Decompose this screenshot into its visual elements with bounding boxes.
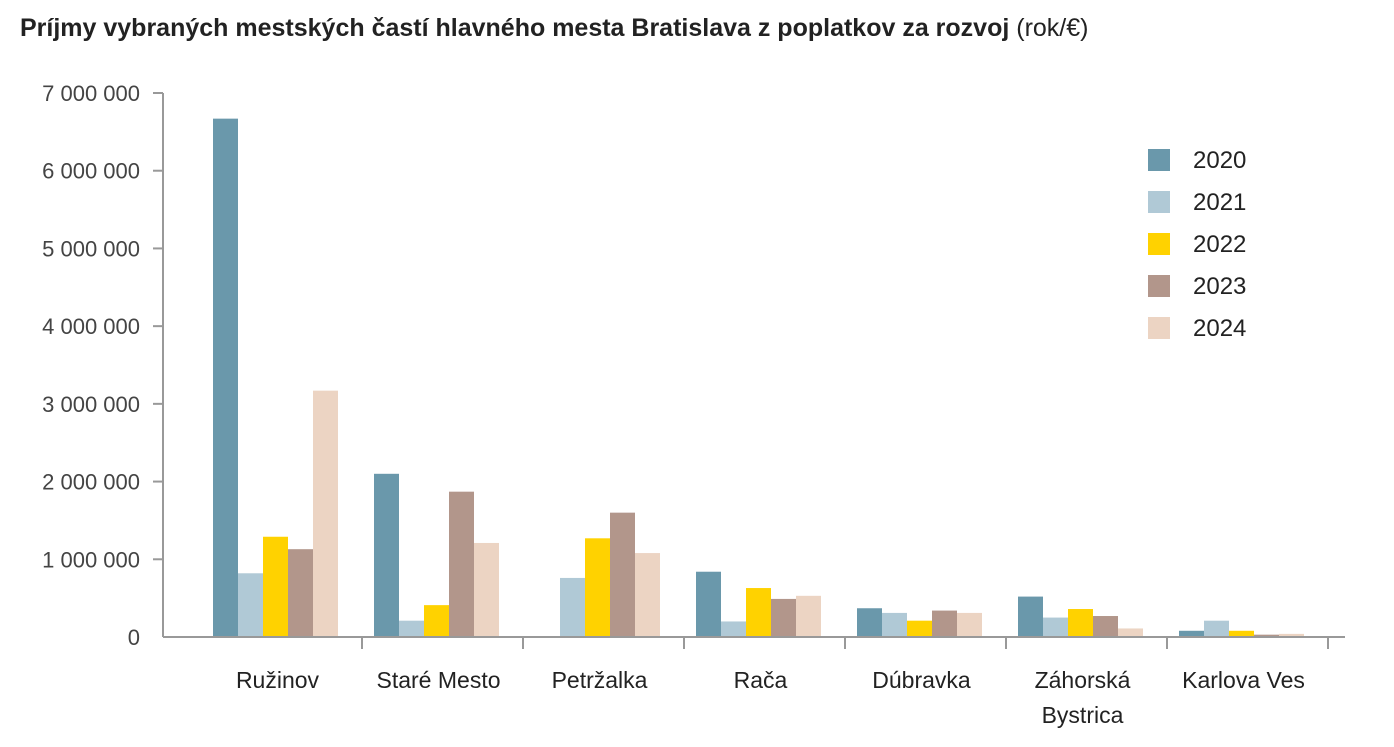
- bar-2023-2: [610, 512, 635, 636]
- bar-2021-2: [560, 577, 585, 636]
- bar-2023-1: [449, 491, 474, 636]
- bar-2024-0: [313, 390, 338, 636]
- y-tick-label: 1 000 000: [42, 547, 140, 572]
- x-category-label: Dúbravka: [872, 667, 971, 693]
- bar-2021-1: [399, 620, 424, 636]
- bar-2020-5: [1018, 596, 1043, 636]
- legend-label-2023: 2023: [1193, 273, 1246, 300]
- y-tick-label: 2 000 000: [42, 470, 140, 495]
- x-category-label: Karlova Ves: [1182, 667, 1305, 693]
- bar-2024-1: [474, 542, 499, 636]
- bar-2020-0: [213, 118, 238, 637]
- bar-2022-0: [263, 536, 288, 636]
- legend-label-2021: 2021: [1193, 189, 1246, 216]
- x-category-label: Petržalka: [552, 667, 648, 693]
- bar-2023-5: [1093, 616, 1118, 636]
- legend-swatch-2020: [1148, 149, 1170, 171]
- y-tick-label: 4 000 000: [42, 314, 140, 339]
- chart-title: Príjmy vybraných mestských častí hlavnéh…: [20, 14, 1088, 43]
- bar-2024-3: [796, 595, 821, 636]
- bar-2024-5: [1118, 628, 1143, 636]
- bar-2024-4: [957, 612, 982, 636]
- chart-title-unit: (rok/€): [1016, 14, 1089, 42]
- y-tick-label: 0: [128, 625, 140, 650]
- x-category-label: Záhorská: [1035, 667, 1131, 693]
- legend-swatch-2023: [1148, 275, 1170, 297]
- y-tick-label: 3 000 000: [42, 392, 140, 417]
- x-category-label: Bystrica: [1042, 702, 1124, 728]
- x-category-label: Ružinov: [236, 667, 320, 693]
- bar-2020-4: [857, 608, 882, 636]
- x-category-label: Rača: [734, 667, 788, 693]
- bar-2022-3: [746, 588, 771, 636]
- bar-2021-3: [721, 621, 746, 636]
- x-category-label: Staré Mesto: [377, 667, 501, 693]
- bar-2021-0: [238, 573, 263, 636]
- chart-title-main: Príjmy vybraných mestských častí hlavnéh…: [20, 14, 1010, 42]
- bar-2021-5: [1043, 617, 1068, 636]
- legend-label-2020: 2020: [1193, 147, 1246, 174]
- bar-2022-1: [424, 605, 449, 636]
- y-tick-label: 5 000 000: [42, 236, 140, 261]
- bar-2021-6: [1204, 620, 1229, 636]
- bar-2020-3: [696, 571, 721, 636]
- bar-2024-2: [635, 553, 660, 636]
- y-tick-label: 6 000 000: [42, 159, 140, 184]
- bar-2023-6: [1254, 634, 1279, 636]
- bar-2023-4: [932, 610, 957, 636]
- legend-swatch-2024: [1148, 317, 1170, 339]
- bar-2024-6: [1279, 633, 1304, 636]
- legend-swatch-2021: [1148, 191, 1170, 213]
- legend-swatch-2022: [1148, 233, 1170, 255]
- bar-2022-6: [1229, 630, 1254, 636]
- bar-2020-1: [374, 473, 399, 636]
- y-tick-label: 7 000 000: [42, 81, 140, 106]
- legend-label-2024: 2024: [1193, 315, 1246, 342]
- legend-label-2022: 2022: [1193, 231, 1246, 258]
- bar-2023-3: [771, 598, 796, 636]
- bar-2020-6: [1179, 630, 1204, 636]
- bar-2023-0: [288, 549, 313, 636]
- bar-2022-2: [585, 538, 610, 636]
- bar-2022-5: [1068, 609, 1093, 636]
- bar-2022-4: [907, 620, 932, 636]
- bar-2021-4: [882, 612, 907, 636]
